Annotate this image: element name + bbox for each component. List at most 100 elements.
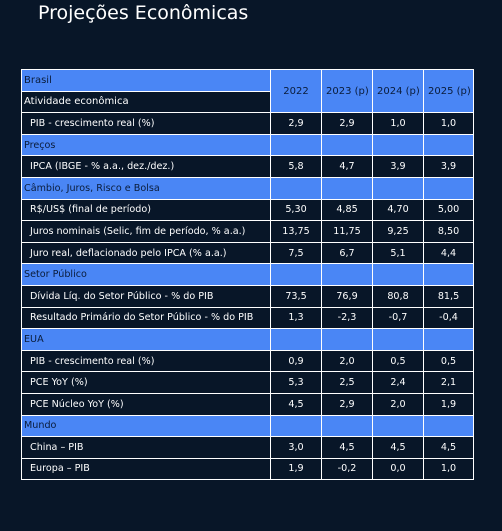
value-cell: 0,5 bbox=[423, 349, 474, 373]
year-header: 2023 (p) bbox=[321, 68, 373, 114]
value-cell: 1,0 bbox=[423, 112, 474, 135]
section-label-0: Brasil bbox=[21, 69, 271, 92]
section-blank-cell bbox=[372, 328, 424, 351]
header-row: Brasil 2022 2023 (p) 2024 (p) 2025 (p) bbox=[21, 68, 474, 114]
section-row: Câmbio, Juros, Risco e Bolsa bbox=[21, 176, 474, 200]
value-cell: 0,5 bbox=[372, 349, 424, 373]
table-row: Dívida Líq. do Setor Público - % do PIB 7… bbox=[21, 284, 474, 308]
section-label-4: EUA bbox=[21, 328, 271, 351]
section-blank-cell bbox=[270, 328, 322, 351]
section-row: EUA bbox=[21, 328, 474, 351]
value-cell: 4,5 bbox=[423, 436, 474, 459]
value-cell: 5,00 bbox=[423, 198, 474, 222]
section-blank-cell bbox=[423, 133, 474, 157]
value-cell: 4,5 bbox=[270, 392, 322, 416]
row-label: China – PIB bbox=[21, 436, 271, 459]
row-label: PIB - crescimento real (%) bbox=[21, 349, 271, 373]
section-row: Preços bbox=[21, 133, 474, 157]
value-cell: 11,75 bbox=[321, 220, 373, 243]
value-cell: 2,9 bbox=[321, 112, 373, 135]
year-header: 2025 (p) bbox=[423, 68, 474, 114]
row-label: R$/US$ (final de período) bbox=[21, 198, 271, 222]
table-row: PCE Núcleo YoY (%) 4,5 2,9 2,0 1,9 bbox=[21, 392, 474, 416]
table-row: PIB - crescimento real (%) 0,9 2,0 0,5 0,5 bbox=[21, 349, 474, 373]
value-cell: 3,0 bbox=[270, 436, 322, 459]
table-row: Juros nominais (Selic, fim de período, %… bbox=[21, 220, 474, 243]
value-cell: 4,5 bbox=[321, 436, 373, 459]
row-label: Dívida Líq. do Setor Público - % do PIB bbox=[21, 284, 271, 308]
section-blank-cell bbox=[423, 414, 474, 438]
section-label-5: Mundo bbox=[21, 414, 271, 438]
value-cell: 9,25 bbox=[372, 220, 424, 243]
table-row: China – PIB 3,0 4,5 4,5 4,5 bbox=[21, 436, 474, 459]
value-cell: 0,0 bbox=[372, 457, 424, 481]
section-blank-cell bbox=[372, 176, 424, 200]
value-cell: 2,9 bbox=[321, 392, 373, 416]
row-label: IPCA (IBGE - % a.a., dez./dez.) bbox=[21, 155, 271, 178]
value-cell: -2,3 bbox=[321, 306, 373, 330]
value-cell: 4,7 bbox=[321, 155, 373, 178]
value-cell: -0,7 bbox=[372, 306, 424, 330]
value-cell: 80,8 bbox=[372, 284, 424, 308]
section-blank-cell bbox=[321, 328, 373, 351]
value-cell: 1,0 bbox=[372, 112, 424, 135]
row-label: Europa – PIB bbox=[21, 457, 271, 481]
section-row: Setor Público bbox=[21, 263, 474, 286]
value-cell: 81,5 bbox=[423, 284, 474, 308]
value-cell: 1,3 bbox=[270, 306, 322, 330]
value-cell: 73,5 bbox=[270, 284, 322, 308]
section-row: Mundo bbox=[21, 414, 474, 438]
row-label: PCE Núcleo YoY (%) bbox=[21, 392, 271, 416]
value-cell: -0,2 bbox=[321, 457, 373, 481]
row-label: PIB - crescimento real (%) bbox=[21, 112, 271, 135]
section-blank-cell bbox=[270, 176, 322, 200]
value-cell: -0,4 bbox=[423, 306, 474, 330]
section-blank-cell bbox=[321, 133, 373, 157]
table-row: PCE YoY (%) 5,3 2,5 2,4 2,1 bbox=[21, 371, 474, 394]
value-cell: 5,3 bbox=[270, 371, 322, 394]
value-cell: 1,9 bbox=[423, 392, 474, 416]
value-cell: 5,1 bbox=[372, 241, 424, 265]
section-blank-cell bbox=[321, 176, 373, 200]
section-blank-cell bbox=[372, 133, 424, 157]
value-cell: 76,9 bbox=[321, 284, 373, 308]
year-header: 2022 bbox=[270, 68, 322, 114]
value-cell: 2,9 bbox=[270, 112, 322, 135]
value-cell: 3,9 bbox=[372, 155, 424, 178]
value-cell: 2,1 bbox=[423, 371, 474, 394]
header-subrow: Atividade econômica bbox=[21, 90, 474, 114]
table-row: IPCA (IBGE - % a.a., dez./dez.) 5,8 4,7 3,9… bbox=[21, 155, 474, 178]
value-cell: 4,85 bbox=[321, 198, 373, 222]
value-cell: 5,30 bbox=[270, 198, 322, 222]
section-blank-cell bbox=[321, 263, 373, 286]
value-cell: 0,9 bbox=[270, 349, 322, 373]
section-blank-cell bbox=[270, 133, 322, 157]
value-cell: 6,7 bbox=[321, 241, 373, 265]
row-label: Juros nominais (Selic, fim de período, %… bbox=[21, 220, 271, 243]
value-cell: 5,8 bbox=[270, 155, 322, 178]
value-cell: 2,0 bbox=[321, 349, 373, 373]
value-cell: 2,5 bbox=[321, 371, 373, 394]
row-label: Juro real, deflacionado pelo IPCA (% a.a… bbox=[21, 241, 271, 265]
section-sublabel: Atividade econômica bbox=[21, 90, 271, 114]
page-title: Projeções Econômicas bbox=[38, 2, 249, 24]
section-label-3: Setor Público bbox=[21, 263, 271, 286]
section-blank-cell bbox=[423, 176, 474, 200]
section-blank-cell bbox=[372, 263, 424, 286]
table-row: PIB - crescimento real (%) 2,9 2,9 1,0 1,0 bbox=[21, 112, 474, 135]
value-cell: 4,5 bbox=[372, 436, 424, 459]
value-cell: 3,9 bbox=[423, 155, 474, 178]
table-row: Juro real, deflacionado pelo IPCA (% a.a… bbox=[21, 241, 474, 265]
value-cell: 2,0 bbox=[372, 392, 424, 416]
value-cell: 4,4 bbox=[423, 241, 474, 265]
section-blank-cell bbox=[372, 414, 424, 438]
value-cell: 1,0 bbox=[423, 457, 474, 481]
section-blank-cell bbox=[270, 263, 322, 286]
value-cell: 8,50 bbox=[423, 220, 474, 243]
value-cell: 2,4 bbox=[372, 371, 424, 394]
section-blank-cell bbox=[423, 328, 474, 351]
table-row: R$/US$ (final de período) 5,30 4,85 4,70 5,0… bbox=[21, 198, 474, 222]
row-label: PCE YoY (%) bbox=[21, 371, 271, 394]
section-blank-cell bbox=[423, 263, 474, 286]
table-row: Europa – PIB 1,9 -0,2 0,0 1,0 bbox=[21, 457, 474, 481]
